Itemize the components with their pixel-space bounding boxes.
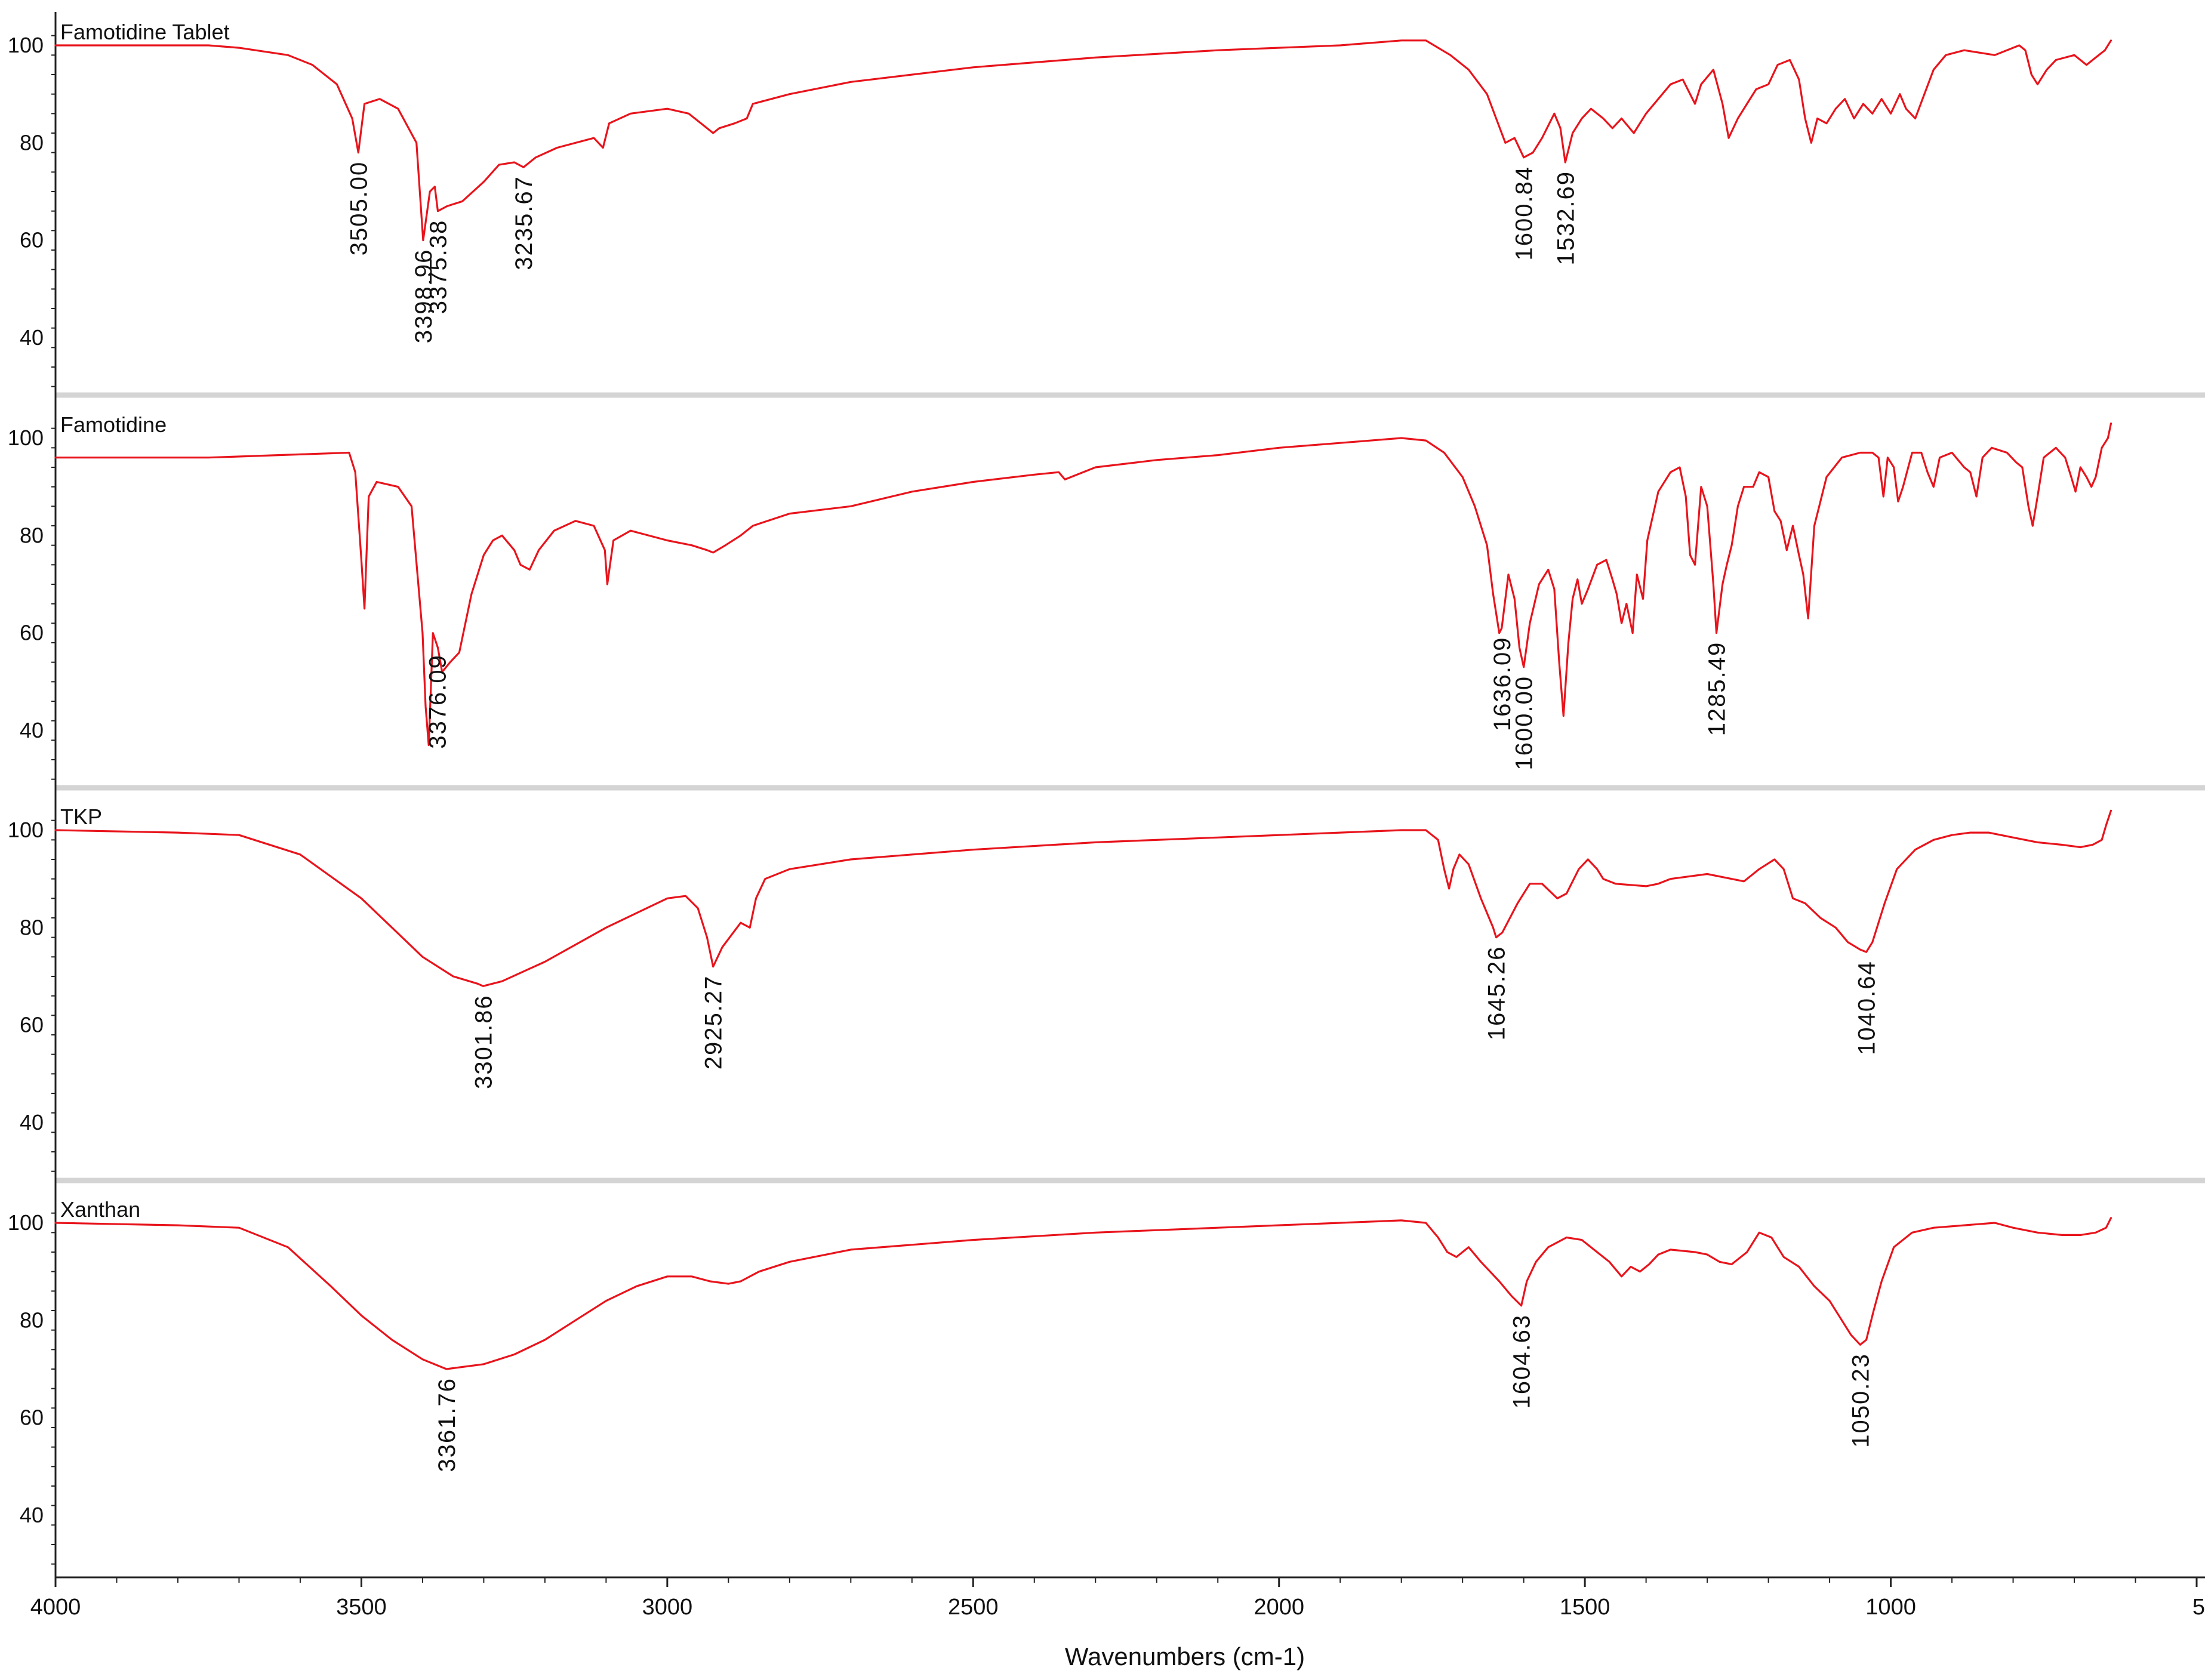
spectrum-line-3 xyxy=(54,809,2112,987)
y-tick-label: 80 xyxy=(20,915,44,939)
y-tick-label: 60 xyxy=(20,1013,44,1037)
spectra xyxy=(54,39,2112,1370)
x-tick-label: 1000 xyxy=(1865,1595,1916,1620)
x-axis: 4000 3500 3000 2500 2000 1500 1000 50 xyxy=(30,1576,2205,1620)
peak-label: 1532.69 xyxy=(1553,171,1579,266)
peak-label: 3301.86 xyxy=(470,994,497,1089)
peak-label: 3375.38 xyxy=(425,220,451,315)
spectrum-line-1 xyxy=(54,39,2112,242)
y-tick-label: 80 xyxy=(20,1308,44,1332)
peak-label: 1600.84 xyxy=(1511,166,1538,261)
peak-label: 1600.00 xyxy=(1511,676,1538,770)
y-tick-label: 80 xyxy=(20,130,44,155)
y-axis: 100 80 60 40 100 80 60 40 100 80 60 40 100 80 60 40 xyxy=(8,12,57,1577)
y-tick-label: 40 xyxy=(20,1503,44,1527)
panel-title: Famotidine Tablet xyxy=(60,20,230,44)
x-tick-label: 3500 xyxy=(336,1595,387,1620)
y-tick-label: 60 xyxy=(20,621,44,645)
x-tick-label: 1500 xyxy=(1560,1595,1610,1620)
y-tick-label: 80 xyxy=(20,523,44,547)
x-tick-label: 2000 xyxy=(1254,1595,1304,1620)
y-tick-label: 40 xyxy=(20,718,44,742)
x-tick-label: 4000 xyxy=(30,1595,81,1620)
peak-label: 1645.26 xyxy=(1483,946,1510,1041)
peak-label: 3376.09 xyxy=(425,654,451,749)
peak-label: 1636.09 xyxy=(1489,637,1516,732)
peak-label: 1604.63 xyxy=(1509,1314,1535,1409)
y-tick-label: 40 xyxy=(20,1110,44,1135)
peak-label: 1050.23 xyxy=(1847,1353,1874,1448)
x-tick-label: 50 xyxy=(2192,1595,2205,1620)
spectrum-line-2 xyxy=(54,422,2112,747)
x-tick-label: 3000 xyxy=(642,1595,693,1620)
y-tick-label: 100 xyxy=(8,33,44,57)
y-tick-label: 100 xyxy=(8,1210,44,1235)
spectrum-line-4 xyxy=(54,1217,2112,1370)
x-tick-label: 2500 xyxy=(948,1595,999,1620)
panel-title: Famotidine xyxy=(60,412,167,437)
peak-label: 1040.64 xyxy=(1854,960,1880,1055)
peak-label: 2925.27 xyxy=(701,975,727,1070)
peak-label: 3361.76 xyxy=(434,1377,460,1472)
panel-title: TKP xyxy=(60,804,102,829)
y-tick-label: 60 xyxy=(20,1405,44,1430)
y-tick-label: 40 xyxy=(20,325,44,350)
peak-label: 1285.49 xyxy=(1704,642,1730,736)
panel-titles: Famotidine Tablet Famotidine TKP Xanthan xyxy=(60,20,230,1222)
y-tick-label: 100 xyxy=(8,426,44,450)
peak-label: 3235.67 xyxy=(511,175,537,270)
panel-separators xyxy=(56,392,2205,1183)
peak-label: 3398.96 xyxy=(411,249,437,344)
y-tick-label: 100 xyxy=(8,818,44,842)
panel-title: Xanthan xyxy=(60,1197,140,1222)
x-axis-title: Wavenumbers (cm-1) xyxy=(1065,1642,1305,1670)
peak-label: 3505.00 xyxy=(346,161,372,256)
y-tick-label: 60 xyxy=(20,228,44,252)
